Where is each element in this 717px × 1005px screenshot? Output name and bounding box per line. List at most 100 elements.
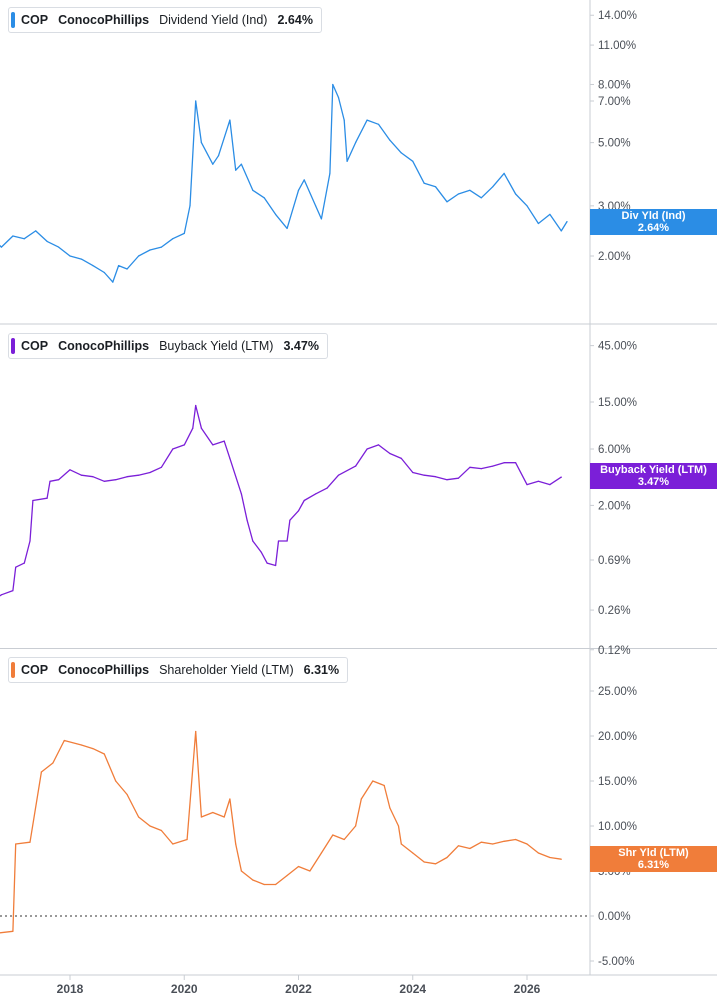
tag-value: 3.47% — [637, 476, 670, 488]
data-point — [160, 246, 162, 248]
data-point — [0, 246, 2, 248]
data-point — [15, 843, 17, 845]
data-point — [229, 457, 231, 459]
data-point — [277, 540, 280, 542]
data-point — [492, 465, 494, 467]
data-point — [212, 444, 214, 446]
data-point — [332, 83, 334, 86]
data-point — [320, 218, 322, 220]
data-point — [186, 838, 188, 841]
data-point — [412, 160, 414, 162]
data-point — [200, 427, 202, 429]
data-point — [160, 466, 162, 468]
data-point — [172, 448, 174, 450]
legend-color-stripe — [11, 662, 15, 678]
data-point — [235, 843, 237, 845]
data-point — [343, 119, 345, 121]
y-tick-label: 5.00% — [598, 138, 631, 150]
legend-company: ConocoPhillips — [58, 13, 150, 27]
data-point — [315, 205, 317, 207]
data-point — [138, 816, 140, 818]
data-point — [537, 222, 540, 225]
data-point — [355, 825, 357, 827]
data-point — [118, 265, 120, 267]
legend-company: ConocoPhillips — [58, 339, 150, 353]
data-point — [315, 493, 317, 495]
data-point — [480, 468, 482, 470]
data-point — [549, 213, 551, 215]
data-point — [337, 96, 340, 99]
data-point — [446, 201, 448, 203]
data-point — [195, 730, 197, 733]
data-point — [389, 139, 391, 141]
data-point — [252, 189, 254, 191]
data-point — [23, 238, 25, 240]
data-point — [52, 762, 54, 764]
data-point — [149, 249, 151, 251]
data-point — [246, 519, 248, 521]
data-point — [515, 193, 517, 195]
data-point — [397, 825, 400, 827]
data-point — [260, 551, 262, 554]
data-point — [355, 142, 357, 144]
data-point — [309, 870, 311, 872]
data-point — [126, 476, 128, 478]
legend-value: 6.31% — [303, 663, 340, 677]
data-point — [435, 186, 437, 188]
data-point — [149, 471, 151, 474]
data-point — [112, 281, 114, 283]
legend-company: ConocoPhillips — [58, 663, 150, 677]
data-point — [263, 883, 265, 886]
legend-value: 3.47% — [283, 339, 319, 353]
data-point — [457, 477, 459, 479]
data-point — [383, 784, 385, 787]
data-point — [297, 510, 300, 512]
data-point — [549, 856, 551, 859]
data-point — [195, 404, 197, 407]
data-point — [229, 798, 231, 800]
legend-dividend-yield[interactable]: COP ConocoPhillips Dividend Yield (Ind) … — [8, 7, 322, 33]
data-point — [560, 858, 562, 860]
y-tick-label: 15.00% — [598, 776, 637, 788]
last-value-tag-shareholder: Shr Yld (LTM) 6.31% — [590, 846, 717, 872]
y-tick-label: 2.00% — [598, 251, 631, 263]
data-point — [149, 825, 151, 827]
data-point — [195, 100, 197, 102]
data-point — [80, 744, 82, 746]
data-point — [469, 189, 471, 191]
tag-value: 6.31% — [637, 859, 670, 871]
data-point — [537, 852, 540, 854]
data-point — [275, 883, 277, 886]
data-point — [217, 155, 220, 157]
legend-ticker: COP — [21, 663, 49, 677]
data-point — [400, 152, 402, 154]
data-point — [329, 172, 331, 174]
legend-ticker: COP — [21, 339, 49, 353]
data-point — [29, 841, 31, 843]
data-point — [138, 255, 140, 257]
y-tick-label: 7.00% — [598, 96, 631, 108]
data-point — [503, 462, 505, 464]
data-point — [223, 816, 225, 818]
data-point — [212, 163, 214, 165]
data-point — [0, 594, 2, 596]
data-point — [389, 807, 391, 809]
data-point — [275, 213, 277, 215]
data-point — [480, 841, 482, 843]
data-point — [103, 753, 105, 755]
data-point — [435, 476, 437, 478]
legend-metric: Shareholder Yield (LTM) — [159, 663, 294, 677]
data-point — [126, 268, 128, 270]
x-tick-label: 2024 — [399, 982, 426, 996]
legend-shareholder-yield[interactable]: COP ConocoPhillips Shareholder Yield (LT… — [8, 657, 349, 683]
data-point — [503, 172, 505, 174]
legend-buyback-yield[interactable]: COP ConocoPhillips Buyback Yield (LTM) 3… — [8, 333, 328, 359]
data-point — [240, 493, 242, 495]
data-point — [92, 748, 94, 750]
data-point — [192, 427, 194, 429]
data-point — [566, 221, 568, 223]
tag-value: 2.64% — [637, 222, 670, 234]
data-point — [469, 847, 471, 850]
data-point — [337, 474, 340, 476]
data-point — [32, 499, 34, 502]
